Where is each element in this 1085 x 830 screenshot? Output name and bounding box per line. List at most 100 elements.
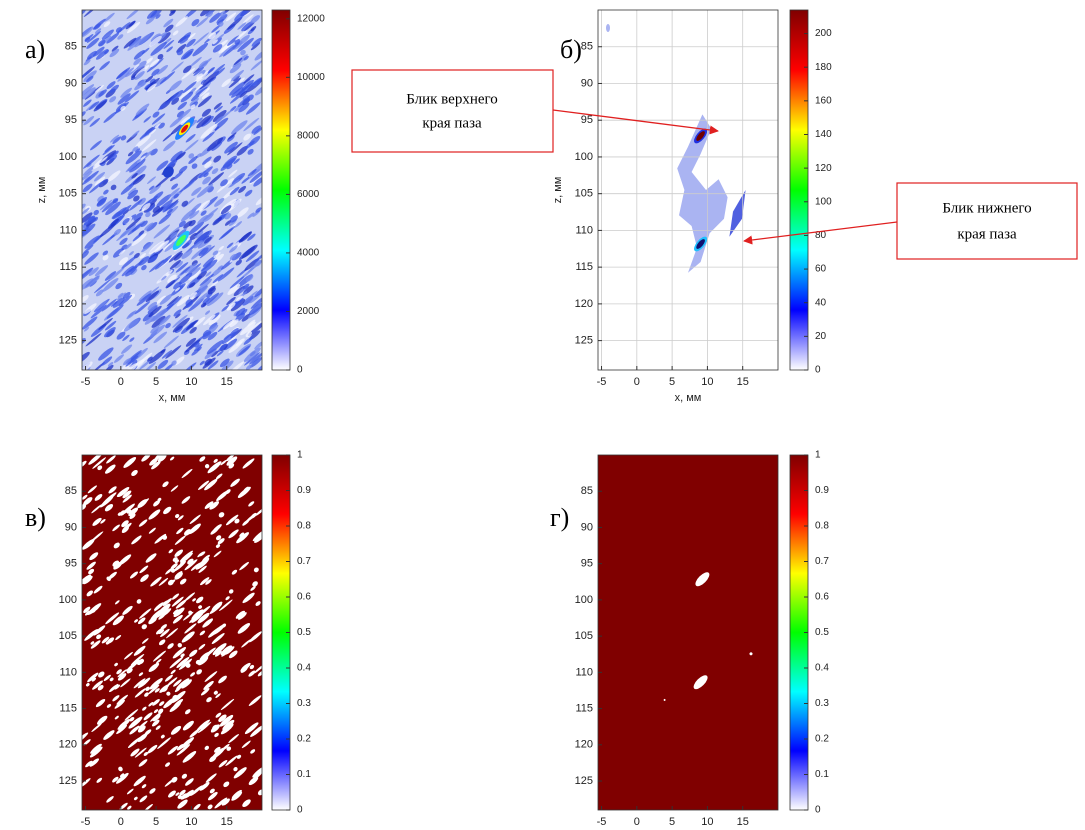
- image-texture: [226, 746, 232, 751]
- image-texture: [87, 50, 97, 60]
- image-texture: [227, 142, 243, 156]
- colorbar-tick-label: 40: [815, 297, 827, 308]
- image-texture: [112, 297, 125, 308]
- image-texture: [254, 259, 262, 267]
- annotation-text: Блик верхнего: [406, 91, 498, 107]
- image-texture: [221, 78, 232, 88]
- image-texture: [169, 259, 181, 270]
- image-texture: [237, 22, 247, 30]
- image-texture: [170, 90, 184, 102]
- y-tick-label: 100: [59, 151, 77, 163]
- image-texture: [156, 194, 172, 208]
- annotation-text: края паза: [957, 226, 1017, 242]
- y-tick-label: 105: [59, 188, 77, 200]
- image-texture: [123, 358, 132, 366]
- colorbar-tick-label: 1: [297, 450, 303, 461]
- image-texture: [143, 202, 155, 213]
- colorbar-tick-label: 0.7: [815, 556, 829, 567]
- image-texture: [217, 344, 227, 353]
- image-hotspot: [176, 234, 186, 246]
- image-texture: [213, 102, 222, 110]
- image-texture: [163, 335, 179, 349]
- image-texture: [212, 39, 218, 45]
- image-texture: [240, 49, 246, 56]
- image-texture: [225, 514, 239, 526]
- image-texture: [229, 328, 239, 336]
- image-texture: [109, 48, 120, 58]
- image-texture: [143, 116, 151, 123]
- image-texture: [181, 496, 191, 504]
- image-texture: [180, 48, 194, 60]
- image-texture: [177, 642, 182, 648]
- image-texture: [211, 350, 219, 358]
- image-texture: [93, 23, 101, 30]
- image-texture: [129, 359, 138, 368]
- image-texture: [152, 111, 160, 118]
- image-texture: [157, 32, 171, 44]
- image-texture: [197, 551, 204, 558]
- image-texture: [108, 486, 117, 494]
- annotation-text: края паза: [422, 115, 482, 131]
- colorbar-tick-label: 4000: [297, 248, 320, 259]
- image-texture: [199, 245, 215, 259]
- image-texture: [113, 542, 120, 549]
- image-texture: [203, 680, 214, 690]
- image-texture: [188, 610, 193, 615]
- image-texture: [148, 616, 157, 625]
- image-texture: [121, 344, 133, 354]
- image-texture: [254, 533, 262, 543]
- image-texture: [103, 111, 118, 123]
- image-texture: [106, 703, 112, 708]
- image-texture: [206, 340, 224, 355]
- image-texture: [199, 360, 205, 366]
- colorbar-tick-label: 0: [815, 365, 821, 376]
- image-texture: [196, 346, 202, 352]
- image-texture: [157, 359, 169, 370]
- y-tick-label: 115: [575, 261, 593, 273]
- image-texture: [161, 275, 167, 281]
- image-texture: [169, 176, 175, 182]
- image-texture: [228, 734, 239, 743]
- image-texture: [202, 70, 220, 86]
- image-texture: [112, 695, 120, 702]
- image-texture: [86, 561, 96, 570]
- image-texture: [122, 494, 132, 503]
- image-texture: [198, 480, 210, 491]
- image-texture: [191, 187, 202, 196]
- image-texture: [99, 199, 113, 211]
- y-tick-label: 110: [59, 666, 77, 678]
- image-texture: [89, 758, 100, 767]
- image-texture: [211, 747, 225, 759]
- image-texture: [188, 210, 196, 217]
- image-texture: [82, 207, 90, 215]
- image-texture: [84, 34, 94, 42]
- image-texture: [133, 678, 146, 689]
- image-texture: [213, 458, 218, 463]
- image-texture: [174, 356, 185, 366]
- image-texture: [178, 165, 188, 174]
- image-texture: [82, 316, 98, 330]
- image-texture: [248, 631, 262, 643]
- image-texture: [114, 684, 121, 690]
- x-tick-label: 10: [701, 816, 713, 828]
- y-tick-label: 95: [581, 114, 593, 126]
- image-texture: [176, 295, 190, 307]
- image-texture: [216, 350, 224, 357]
- image-texture: [184, 262, 198, 274]
- image-texture: [203, 236, 212, 244]
- image-texture: [254, 49, 262, 61]
- image-texture: [111, 211, 121, 219]
- image-texture: [129, 717, 135, 722]
- image-texture: [104, 503, 114, 512]
- image-texture: [244, 189, 253, 197]
- image-texture: [89, 552, 99, 561]
- image-texture: [250, 42, 261, 51]
- image-texture: [159, 293, 173, 305]
- image-texture: [163, 39, 175, 49]
- image-texture: [250, 725, 262, 737]
- image-texture: [238, 102, 250, 113]
- y-tick-label: 115: [59, 702, 77, 714]
- image-texture: [197, 214, 208, 225]
- image-texture: [84, 235, 101, 249]
- image-texture: [137, 498, 150, 509]
